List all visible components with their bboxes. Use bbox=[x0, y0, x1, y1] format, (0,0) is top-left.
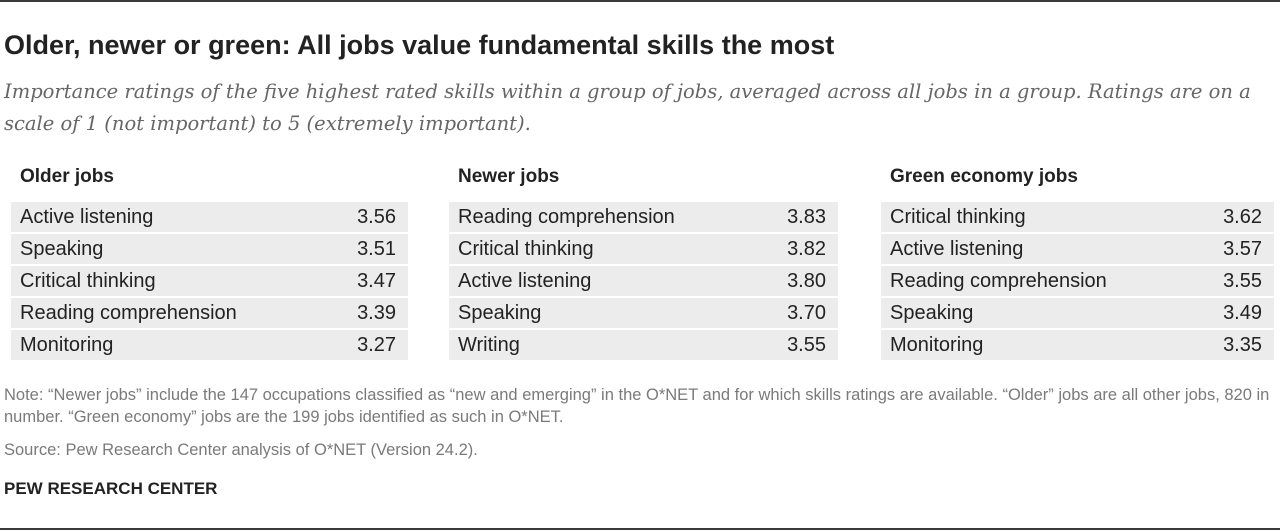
skill-label: Reading comprehension bbox=[890, 269, 1107, 292]
table-row: Active listening 3.56 bbox=[11, 202, 408, 232]
skill-label: Writing bbox=[458, 333, 520, 356]
skill-label: Active listening bbox=[20, 205, 154, 228]
skill-rating: 3.49 bbox=[1223, 301, 1262, 324]
skill-label: Critical thinking bbox=[458, 237, 594, 260]
table-row: Speaking 3.51 bbox=[11, 234, 408, 264]
table-row: Reading comprehension 3.55 bbox=[881, 266, 1274, 296]
skill-label: Speaking bbox=[458, 301, 542, 324]
chart-source: Source: Pew Research Center analysis of … bbox=[4, 441, 478, 459]
skill-label: Reading comprehension bbox=[20, 301, 237, 324]
skill-rating: 3.35 bbox=[1223, 333, 1262, 356]
skill-rating: 3.82 bbox=[787, 237, 826, 260]
table-row: Writing 3.55 bbox=[449, 330, 838, 360]
skill-rating: 3.80 bbox=[787, 269, 826, 292]
table-row: Speaking 3.70 bbox=[449, 298, 838, 328]
skill-label: Critical thinking bbox=[890, 205, 1026, 228]
skill-rating: 3.83 bbox=[787, 205, 826, 228]
table-row: Reading comprehension 3.83 bbox=[449, 202, 838, 232]
green-economy-jobs-table: Green economy jobs Critical thinking 3.6… bbox=[881, 162, 1274, 362]
skill-label: Monitoring bbox=[890, 333, 984, 356]
top-rule bbox=[0, 0, 1280, 2]
skill-rating: 3.55 bbox=[787, 333, 826, 356]
table-row: Critical thinking 3.62 bbox=[881, 202, 1274, 232]
table-row: Critical thinking 3.82 bbox=[449, 234, 838, 264]
table-row: Speaking 3.49 bbox=[881, 298, 1274, 328]
skill-rating: 3.27 bbox=[357, 333, 396, 356]
skill-label: Active listening bbox=[890, 237, 1024, 260]
skill-label: Speaking bbox=[890, 301, 974, 324]
table-row: Critical thinking 3.47 bbox=[11, 266, 408, 296]
chart-note: Note: “Newer jobs” include the 147 occup… bbox=[4, 386, 1270, 426]
table-row: Monitoring 3.27 bbox=[11, 330, 408, 360]
table-row: Active listening 3.80 bbox=[449, 266, 838, 296]
table-header: Newer jobs bbox=[458, 166, 560, 187]
table-row: Monitoring 3.35 bbox=[881, 330, 1274, 360]
skill-label: Speaking bbox=[20, 237, 104, 260]
skill-rating: 3.62 bbox=[1223, 205, 1262, 228]
skill-label: Active listening bbox=[458, 269, 592, 292]
chart-subtitle: Importance ratings of the five highest r… bbox=[4, 80, 1251, 135]
table-row: Reading comprehension 3.39 bbox=[11, 298, 408, 328]
bottom-rule bbox=[0, 528, 1280, 530]
skill-rating: 3.51 bbox=[357, 237, 396, 260]
skill-label: Critical thinking bbox=[20, 269, 156, 292]
chart-title: Older, newer or green: All jobs value fu… bbox=[4, 30, 835, 60]
older-jobs-table: Older jobs Active listening 3.56 Speakin… bbox=[11, 162, 408, 362]
table-header: Green economy jobs bbox=[890, 166, 1078, 187]
skill-rating: 3.47 bbox=[357, 269, 396, 292]
table-row: Active listening 3.57 bbox=[881, 234, 1274, 264]
newer-jobs-table: Newer jobs Reading comprehension 3.83 Cr… bbox=[449, 162, 838, 362]
skill-rating: 3.70 bbox=[787, 301, 826, 324]
skill-rating: 3.55 bbox=[1223, 269, 1262, 292]
skill-rating: 3.56 bbox=[357, 205, 396, 228]
skill-label: Reading comprehension bbox=[458, 205, 675, 228]
skill-rating: 3.57 bbox=[1223, 237, 1262, 260]
brand-label: PEW RESEARCH CENTER bbox=[4, 479, 218, 498]
skill-rating: 3.39 bbox=[357, 301, 396, 324]
skill-label: Monitoring bbox=[20, 333, 114, 356]
table-header: Older jobs bbox=[20, 166, 114, 187]
